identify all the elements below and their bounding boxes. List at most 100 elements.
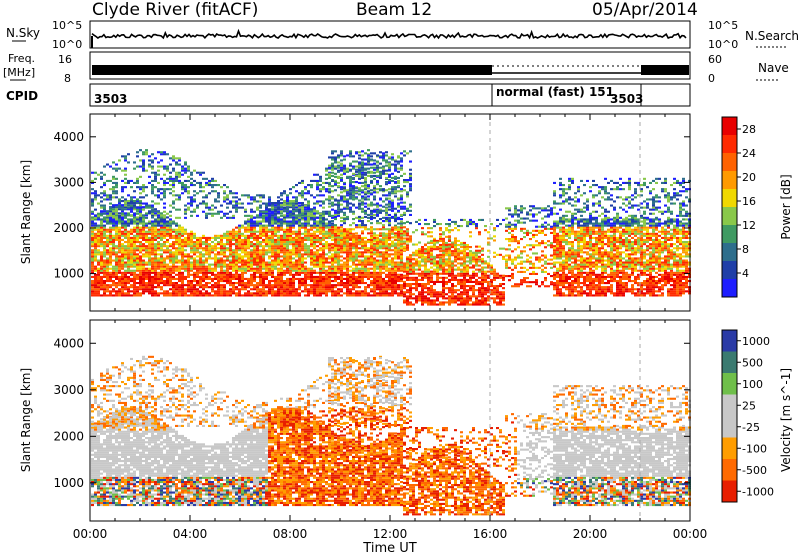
power-cell — [409, 283, 412, 286]
power-cell — [367, 167, 370, 170]
power-cell — [130, 271, 133, 274]
power-cell — [136, 151, 139, 154]
power-cell — [157, 196, 160, 199]
power-cell — [415, 258, 418, 261]
power-cell — [229, 249, 232, 252]
power-cell — [94, 236, 97, 239]
power-cell — [388, 174, 391, 177]
power-cell — [355, 216, 358, 219]
power-cell — [322, 222, 325, 225]
power-cell — [334, 273, 337, 276]
power-cell — [274, 255, 277, 258]
power-cell — [391, 209, 394, 212]
power-cell — [256, 259, 259, 262]
power-cell — [388, 286, 391, 289]
power-cell — [250, 196, 253, 199]
power-cell — [97, 245, 100, 248]
power-cell — [139, 206, 142, 209]
power-cell — [403, 222, 406, 225]
power-cell — [373, 209, 376, 212]
power-cell — [304, 222, 307, 225]
power-cell — [124, 234, 127, 237]
power-cell — [169, 179, 172, 182]
power-cell — [391, 186, 394, 189]
power-cell — [178, 280, 181, 283]
power-cell — [364, 211, 367, 214]
power-cell — [214, 259, 217, 262]
power-cell — [298, 253, 301, 256]
power-cell — [313, 247, 316, 250]
power-cell — [226, 267, 229, 270]
power-cell — [253, 284, 256, 287]
power-cell — [166, 277, 169, 280]
power-cell — [151, 165, 154, 168]
power-cell — [103, 190, 106, 193]
power-cell — [127, 247, 130, 250]
power-cell — [277, 275, 280, 278]
power-cell — [181, 249, 184, 252]
power-cell — [358, 263, 361, 266]
power-cell — [361, 269, 364, 272]
power-cell — [328, 273, 331, 276]
power-cell — [100, 263, 103, 266]
power-cell — [220, 259, 223, 262]
power-cell — [127, 220, 130, 223]
power-cell — [337, 261, 340, 264]
power-cell — [94, 290, 97, 293]
power-cell — [349, 255, 352, 258]
power-cell — [148, 220, 151, 223]
power-cell — [187, 175, 190, 178]
power-cell — [409, 150, 412, 153]
power-cell — [202, 292, 205, 295]
power-cell — [316, 263, 319, 266]
power-cell — [418, 295, 421, 298]
power-cell — [358, 292, 361, 295]
power-cell — [367, 271, 370, 274]
power-cell — [361, 265, 364, 268]
power-cell — [232, 284, 235, 287]
power-cell — [385, 259, 388, 262]
power-cell — [133, 230, 136, 233]
power-cell — [298, 234, 301, 237]
power-cell — [328, 176, 331, 179]
power-cell — [121, 247, 124, 250]
power-cell — [319, 177, 322, 180]
power-cell — [139, 212, 142, 215]
power-cell — [274, 277, 277, 280]
power-cell — [385, 269, 388, 272]
power-cell — [142, 288, 145, 291]
power-cell — [130, 290, 133, 293]
power-cell — [172, 177, 175, 180]
power-cell — [364, 255, 367, 258]
power-cell — [109, 275, 112, 278]
power-cell — [349, 175, 352, 178]
power-cell — [403, 247, 406, 250]
power-cell — [223, 245, 226, 248]
power-cell — [334, 198, 337, 201]
power-cell — [325, 257, 328, 260]
power-cell — [124, 277, 127, 280]
power-cell — [145, 263, 148, 266]
power-cell — [271, 267, 274, 270]
power-cell — [292, 286, 295, 289]
power-cell — [118, 245, 121, 248]
power-cell — [259, 251, 262, 254]
power-cell — [238, 261, 241, 264]
power-cell — [283, 202, 286, 205]
power-cell — [364, 198, 367, 201]
power-cell — [394, 232, 397, 235]
power-cell — [220, 277, 223, 280]
power-cell — [361, 230, 364, 233]
power-cell — [313, 253, 316, 256]
power-cell — [199, 186, 202, 189]
power-cell — [250, 232, 253, 235]
power-cell — [325, 284, 328, 287]
power-cell — [334, 275, 337, 278]
power-cell — [292, 222, 295, 225]
power-cell — [229, 236, 232, 239]
power-cell — [313, 257, 316, 260]
power-cell — [364, 246, 367, 249]
power-cell — [100, 210, 103, 213]
power-cell — [316, 234, 319, 237]
power-cell — [166, 153, 169, 156]
